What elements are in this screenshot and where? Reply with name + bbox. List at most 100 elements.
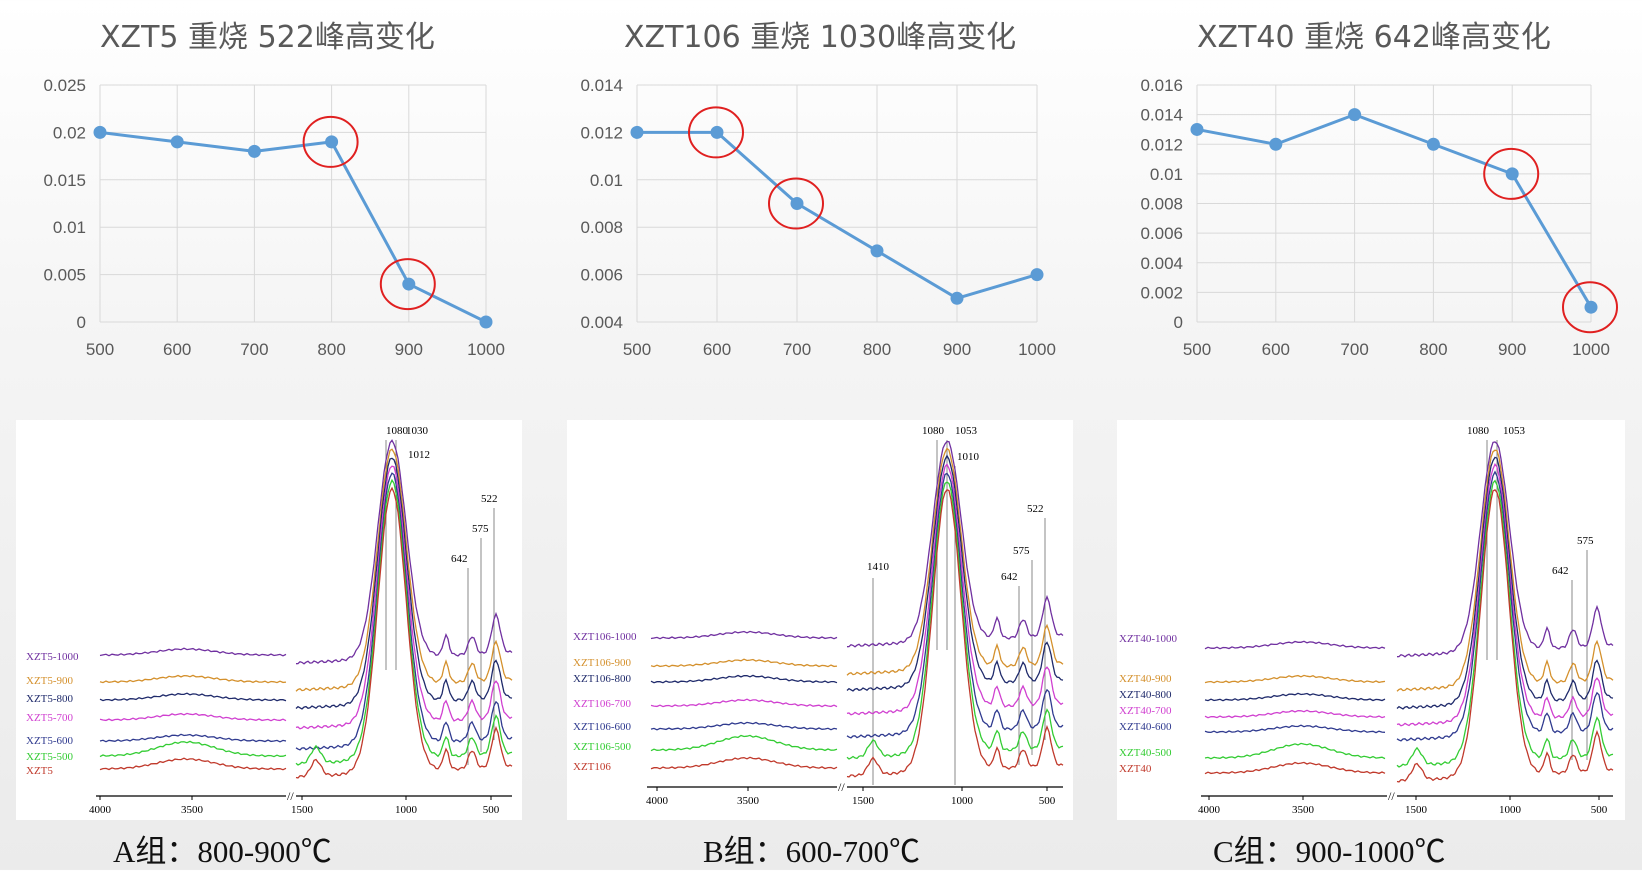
spectrum-series-label: XZT5-500: [26, 751, 74, 763]
spectrum-curve-right: [295, 486, 513, 779]
spectrum-series-label: XZT40-1000: [1119, 633, 1178, 645]
spectrum-curve-right: [1396, 470, 1614, 742]
spectrum-curve-right: [1396, 488, 1614, 783]
y-tick-label: 0.004: [580, 313, 623, 332]
spectrum-tick-label: 500: [1591, 804, 1608, 816]
spectrum-series-label: XZT40-800: [1119, 689, 1172, 701]
spectrum-curve-right: [1396, 449, 1614, 692]
spectrum-series-label: XZT106-500: [573, 741, 632, 753]
spectrum-curve-left: [650, 658, 838, 668]
x-tick-label: 500: [86, 340, 114, 359]
y-tick-label: 0.005: [43, 266, 86, 285]
highlight-circle: [688, 106, 744, 159]
spectrum-series-label: XZT40-700: [1119, 705, 1172, 717]
x-tick-label: 1000: [1572, 340, 1610, 359]
data-point: [325, 135, 339, 149]
peak-label: 1053: [955, 425, 978, 437]
spectrum-series-label: XZT106-700: [573, 698, 632, 710]
data-point: [1584, 300, 1598, 314]
spectrum-curve-right: [295, 457, 513, 710]
spectrum-curve-right: [846, 447, 1064, 676]
peak-label: 575: [472, 523, 489, 535]
peak-label: 1053: [1503, 425, 1526, 437]
spectrum-curve-left: [99, 674, 287, 684]
peak-label: 642: [451, 553, 468, 565]
spectrum-series-label: XZT5-800: [26, 693, 74, 705]
spectrum-tick-label: 1000: [1499, 804, 1522, 816]
y-tick-label: 0.008: [1140, 195, 1183, 214]
spectrum-series-label: XZT5-700: [26, 712, 74, 724]
spectrum-series-label: XZT106-600: [573, 721, 632, 733]
highlight-circle: [379, 258, 436, 311]
series-line: [99, 130, 487, 324]
spectrum-curve-right: [295, 478, 513, 766]
series-line: [637, 130, 1038, 300]
group-label-c: C组：900-1000℃: [1213, 834, 1446, 869]
line-chart-1: 0 0.005 0.01 0.015 0.02 0.025 500 600 700 800 900 1…: [43, 76, 504, 359]
spectrum-panel-b: // 4000 3500 1500 1000 500 1080 1053 1010 522 575 6…: [567, 420, 1073, 820]
y-tick-label: 0.015: [43, 171, 86, 190]
y-tick-label: 0.01: [1150, 165, 1183, 184]
data-point: [170, 135, 184, 149]
x-tick-label: 700: [783, 340, 811, 359]
peak-label: 1030: [406, 425, 429, 437]
y-tick-label: 0.01: [53, 218, 86, 237]
peak-label: 1012: [408, 449, 430, 461]
y-tick-label: 0.025: [43, 76, 86, 95]
y-tick-label: 0.006: [580, 266, 623, 285]
x-tick-label: 800: [1419, 340, 1447, 359]
spectrum-curve-left: [99, 757, 287, 771]
axis-break-mark: //: [838, 780, 845, 794]
spectrum-curve-left: [650, 756, 838, 770]
spectrum-curve-left: [99, 692, 287, 702]
peak-label: 522: [481, 493, 498, 505]
spectrum-plot-c: // 4000 3500 1500 1000 500 1080 1053 575 642 XZT40…: [1119, 425, 1614, 816]
x-tick-label: 600: [163, 340, 191, 359]
spectrum-series-label: XZT106-800: [573, 673, 632, 685]
spectrum-curve-left: [650, 721, 838, 731]
chart-title-1: XZT5 重烧 522峰高变化: [100, 20, 435, 55]
axis-break-mark: //: [1388, 789, 1395, 803]
x-tick-label: 1000: [1018, 340, 1056, 359]
spectrum-tick-label: 1000: [395, 804, 418, 816]
spectrum-curve-right: [1396, 479, 1614, 768]
spectrum-series-label: XZT40-500: [1119, 747, 1172, 759]
group-label-a: A组：800-900℃: [113, 834, 332, 869]
spectrum-series-label: XZT5-900: [26, 675, 74, 687]
data-point: [1190, 122, 1204, 136]
spectrum-series-label: XZT106: [573, 761, 611, 773]
highlight-circle: [768, 177, 824, 230]
peak-label: 1080: [386, 425, 409, 437]
spectrum-tick-label: 500: [1039, 795, 1056, 807]
y-tick-label: 0.004: [1140, 254, 1183, 273]
spectrum-curve-right: [846, 440, 1064, 648]
y-tick-label: 0.008: [580, 218, 623, 237]
x-tick-label: 1000: [467, 340, 505, 359]
data-point: [479, 315, 493, 329]
spectrum-series-label: XZT40: [1119, 763, 1152, 775]
spectrum-tick-label: 4000: [646, 795, 669, 807]
spectrum-panel-a: // 4000 3500 1500 1000 500 1080 1030 1012 522 575 6…: [16, 420, 522, 820]
line-charts: 0 0.005 0.01 0.015 0.02 0.025 500 600 700 800 900 1…: [43, 76, 1618, 359]
data-point: [1269, 137, 1283, 151]
spectrum-curve-left: [1204, 742, 1386, 760]
y-tick-label: 0.002: [1140, 283, 1183, 302]
chart-title-2: XZT106 重烧 1030峰高变化: [624, 20, 1017, 55]
y-tick-label: 0.014: [580, 76, 623, 95]
spectrum-curve-right: [295, 472, 513, 751]
peak-label: 1410: [867, 561, 890, 573]
spectrum-curve-right: [846, 489, 1064, 778]
peak-label: 642: [1552, 565, 1569, 577]
spectrum-curve-left: [650, 734, 838, 752]
spectrum-tick-label: 3500: [181, 804, 204, 816]
spectrum-series-label: XZT5: [26, 765, 53, 777]
x-tick-label: 500: [1183, 340, 1211, 359]
y-tick-label: 0: [77, 313, 86, 332]
spectrum-tick-label: 1500: [852, 795, 875, 807]
data-point: [1505, 167, 1519, 181]
spectrum-series-label: XZT106-1000: [573, 631, 637, 643]
spectrum-tick-label: 500: [483, 804, 500, 816]
spectrum-tick-label: 1500: [291, 804, 314, 816]
spectrum-curve-right: [846, 463, 1064, 716]
